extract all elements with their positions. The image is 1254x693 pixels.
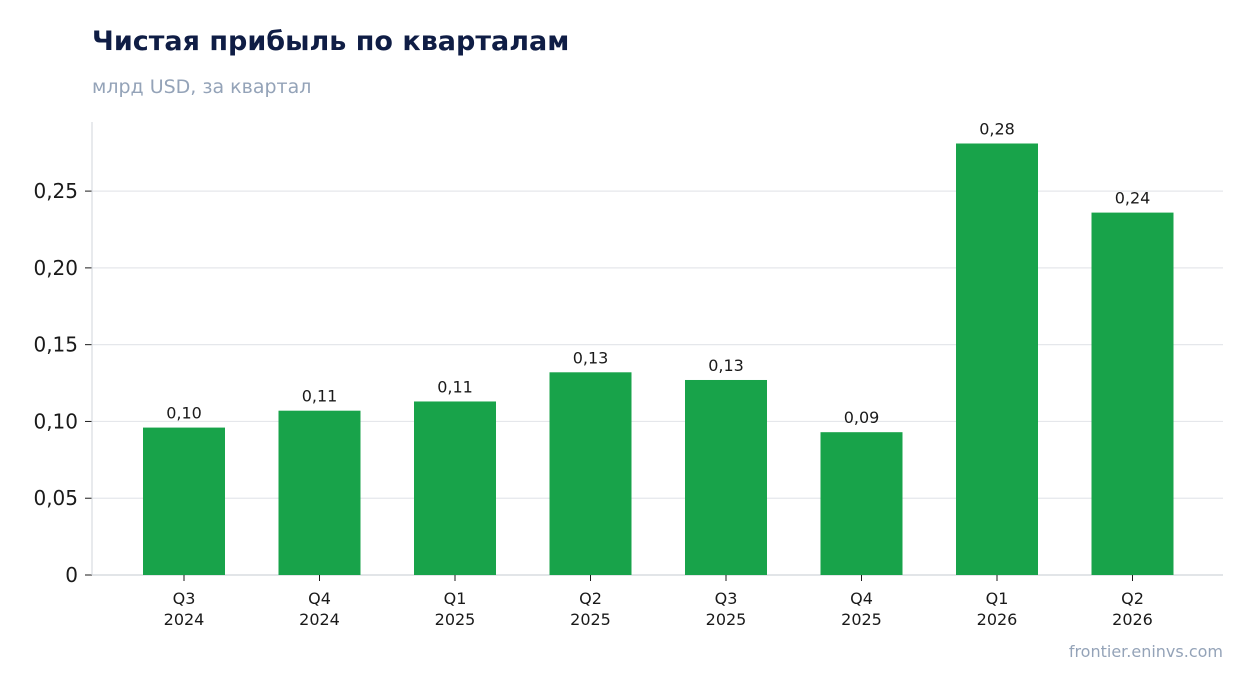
x-tick-label-year: 2024 bbox=[299, 610, 340, 629]
y-tick-label: 0,05 bbox=[33, 486, 78, 510]
chart-title: Чистая прибыль по кварталам bbox=[92, 26, 570, 57]
x-tick-label-year: 2024 bbox=[164, 610, 205, 629]
x-tick-label-year: 2025 bbox=[570, 610, 611, 629]
y-tick-label: 0,25 bbox=[33, 179, 78, 203]
data-label: 0,09 bbox=[844, 408, 880, 427]
x-tick-label-year: 2025 bbox=[435, 610, 476, 629]
data-label: 0,10 bbox=[166, 404, 202, 423]
data-label: 0,13 bbox=[708, 356, 744, 375]
grid-layer bbox=[92, 190, 1223, 499]
bar bbox=[143, 427, 225, 575]
bar bbox=[549, 372, 632, 575]
x-tick-label-quarter: Q3 bbox=[715, 589, 738, 608]
label-layer: 0,10 0,11 0,11 0,13 0,13 0,09 0,28 0,24 bbox=[166, 119, 1150, 427]
x-tick-label-quarter: Q1 bbox=[444, 589, 467, 608]
y-tick-label: 0,15 bbox=[33, 333, 78, 357]
y-tick-label: 0,10 bbox=[33, 409, 78, 433]
bar bbox=[820, 432, 903, 575]
data-label: 0,11 bbox=[437, 377, 473, 396]
bar bbox=[956, 143, 1038, 576]
x-tick-label-quarter: Q4 bbox=[850, 589, 873, 608]
x-tick-label-year: 2026 bbox=[1112, 610, 1153, 629]
data-label: 0,13 bbox=[573, 348, 609, 367]
x-tick-label-year: 2026 bbox=[977, 610, 1018, 629]
data-label: 0,28 bbox=[979, 119, 1015, 138]
bar bbox=[278, 410, 361, 575]
x-tick-label-quarter: Q3 bbox=[173, 589, 196, 608]
bar-layer bbox=[143, 143, 1174, 576]
x-tick-label-year: 2025 bbox=[841, 610, 882, 629]
x-tick-label-quarter: Q4 bbox=[308, 589, 331, 608]
bar bbox=[685, 379, 767, 575]
y-tick-label: 0,20 bbox=[33, 256, 78, 280]
x-tick-label-year: 2025 bbox=[706, 610, 747, 629]
data-label: 0,24 bbox=[1115, 189, 1151, 208]
chart-subtitle: млрд USD, за квартал bbox=[92, 76, 312, 98]
x-tick-label-quarter: Q1 bbox=[986, 589, 1009, 608]
x-tick-label-quarter: Q2 bbox=[1121, 589, 1144, 608]
y-tick-label: 0 bbox=[65, 563, 78, 587]
bar bbox=[414, 401, 496, 575]
source-credit: frontier.eninvs.com bbox=[1068, 642, 1223, 661]
bar bbox=[1091, 212, 1174, 575]
x-tick-label-quarter: Q2 bbox=[579, 589, 602, 608]
data-label: 0,11 bbox=[302, 387, 338, 406]
